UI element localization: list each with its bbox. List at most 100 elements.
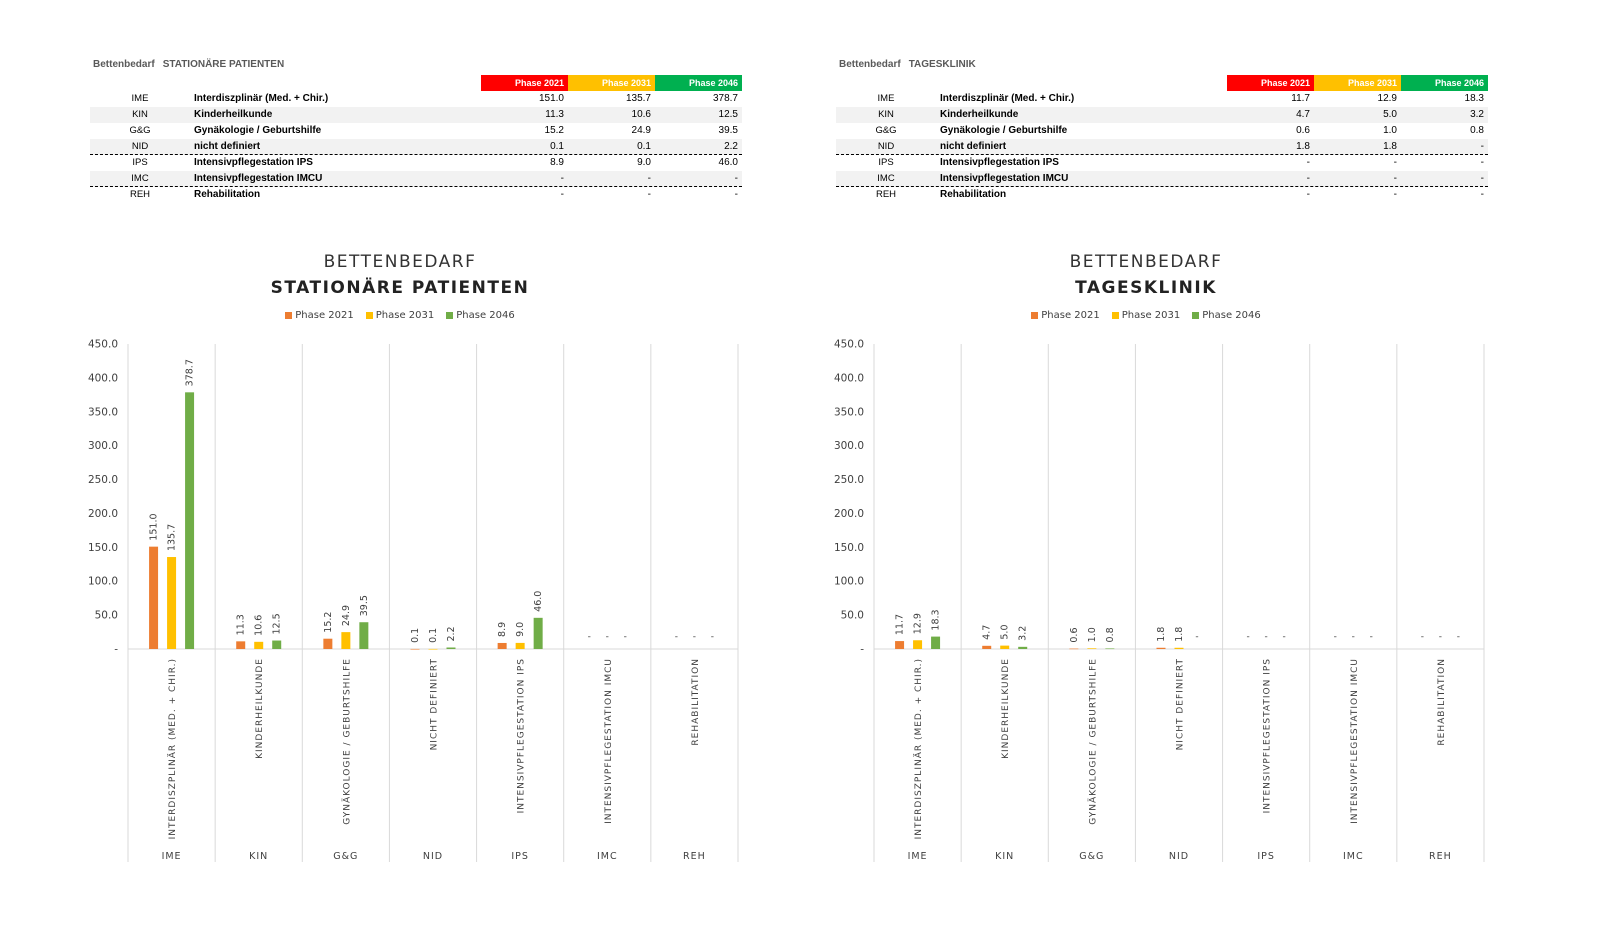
row-label: Interdiszplinär (Med. + Chir.) bbox=[194, 93, 329, 104]
value-phase-2031: - bbox=[1393, 157, 1397, 168]
legend-label: Phase 2046 bbox=[1202, 310, 1261, 321]
y-tick-label: 100.0 bbox=[88, 576, 118, 588]
bar-phase-2021-gg bbox=[1069, 648, 1079, 650]
data-label: 1.8 bbox=[1156, 627, 1167, 642]
data-label: 0.8 bbox=[1105, 627, 1116, 642]
data-label: 46.0 bbox=[533, 591, 544, 612]
y-tick-label: 400.0 bbox=[88, 372, 118, 384]
y-tick-label: 300.0 bbox=[88, 440, 118, 452]
chart-title-line2: TAGESKLINIK bbox=[1075, 278, 1217, 298]
table-row: KIN Kinderheilkunde 11.3 10.6 12.5 bbox=[90, 107, 742, 123]
data-label: 1.0 bbox=[1087, 627, 1098, 642]
value-phase-2046: 18.3 bbox=[1464, 93, 1484, 104]
value-phase-2021: 0.6 bbox=[1296, 125, 1310, 136]
y-tick-label: 300.0 bbox=[834, 440, 864, 452]
value-phase-2046: 3.2 bbox=[1470, 109, 1484, 120]
table-row: REH Rehabilitation - - - bbox=[90, 187, 742, 203]
row-label: Rehabilitation bbox=[940, 189, 1007, 200]
y-tick-label: 200.0 bbox=[88, 508, 118, 520]
category-label: REHABILITATION bbox=[1437, 658, 1447, 746]
group-label: IPS bbox=[511, 851, 529, 862]
row-code: IME bbox=[877, 93, 895, 104]
row-label: Kinderheilkunde bbox=[940, 109, 1019, 120]
data-label-empty: - bbox=[1421, 632, 1424, 642]
legend-swatch bbox=[446, 312, 454, 319]
table-row: IME Interdiszplinär (Med. + Chir.) 11.7 12.… bbox=[836, 91, 1488, 107]
y-tick-label: 350.0 bbox=[88, 406, 118, 418]
value-phase-2046: 2.2 bbox=[724, 141, 738, 152]
table-row: G&G Gynäkologie / Geburtshilfe 15.2 24.9 39.… bbox=[90, 123, 742, 139]
category-label: KINDERHEILKUNDE bbox=[255, 658, 265, 759]
row-code: REH bbox=[129, 189, 151, 200]
legend-item-phase-2031: Phase 2031 bbox=[365, 310, 434, 321]
row-code: IMC bbox=[877, 173, 895, 184]
chart-title-line1: BETTENBEDARF bbox=[1069, 252, 1223, 272]
table-row: IPS Intensivpflegestation IPS 8.9 9.0 46.0 bbox=[90, 155, 742, 171]
value-phase-2031: 24.9 bbox=[631, 125, 651, 136]
phase-2031-header: Phase 2031 bbox=[1314, 75, 1401, 91]
legend-label: Phase 2046 bbox=[456, 310, 515, 321]
table-row: IMC Intensivpflegestation IMCU - - - bbox=[836, 171, 1488, 187]
data-label-empty: - bbox=[624, 632, 627, 642]
bar-phase-2021-kin bbox=[982, 645, 992, 649]
legend-item-phase-2031: Phase 2031 bbox=[1111, 310, 1180, 321]
phase-2021-header: Phase 2021 bbox=[1227, 75, 1314, 91]
row-code: G&G bbox=[129, 125, 151, 136]
bar-phase-2046-nid bbox=[446, 647, 456, 649]
value-phase-2021: 11.7 bbox=[1291, 93, 1310, 104]
y-tick-label: 450.0 bbox=[834, 339, 864, 351]
table-row: IMC Intensivpflegestation IMCU - - - bbox=[90, 171, 742, 187]
table-row: IME Interdiszplinär (Med. + Chir.) 151.0 13… bbox=[90, 91, 742, 107]
value-phase-2046: 378.7 bbox=[712, 93, 738, 104]
bar-phase-2031-nid bbox=[1174, 647, 1184, 649]
category-label: NICHT DEFINIERT bbox=[430, 658, 440, 750]
bar-phase-2046-kin bbox=[272, 640, 282, 649]
row-label: Intensivpflegestation IPS bbox=[194, 157, 313, 168]
bar-phase-2021-ips bbox=[497, 642, 507, 649]
data-label: 11.3 bbox=[236, 614, 247, 635]
data-label-empty: - bbox=[1439, 632, 1442, 642]
bar-phase-2031-nid bbox=[428, 648, 438, 650]
data-label: 9.0 bbox=[515, 622, 526, 637]
chart-title-line1: BETTENBEDARF bbox=[323, 252, 477, 272]
table-title: Bettenbedarf STATIONÄRE PATIENTEN bbox=[93, 58, 742, 72]
group-label: IME bbox=[162, 851, 182, 862]
value-phase-2021: 8.9 bbox=[550, 157, 564, 168]
row-label: Intensivpflegestation IPS bbox=[940, 157, 1059, 168]
bar-phase-2021-nid bbox=[1156, 647, 1166, 649]
value-phase-2021: 1.8 bbox=[1296, 141, 1310, 152]
data-label-empty: - bbox=[1457, 632, 1460, 642]
y-tick-label: 100.0 bbox=[834, 576, 864, 588]
chart-title-line2: STATIONÄRE PATIENTEN bbox=[270, 278, 530, 298]
category-label: INTERDISZPLINÄR (MED. + CHIR.) bbox=[913, 658, 924, 839]
bar-phase-2031-ips bbox=[515, 642, 525, 649]
data-label: 11.7 bbox=[895, 614, 906, 635]
table-title-prefix: Bettenbedarf bbox=[839, 59, 901, 70]
row-code: IPS bbox=[878, 157, 894, 168]
value-phase-2021: - bbox=[1306, 189, 1310, 200]
data-label-empty: - bbox=[1334, 632, 1337, 642]
data-label: 0.6 bbox=[1069, 627, 1080, 642]
value-phase-2046: 0.8 bbox=[1470, 125, 1484, 136]
value-phase-2046: - bbox=[1480, 189, 1484, 200]
chart-plot-area: - 50.0 100.0 150.0 200.0 250.0 300.0 350.0 400.0… bbox=[834, 339, 1485, 862]
value-phase-2031: 135.7 bbox=[625, 93, 651, 104]
y-tick-label: 250.0 bbox=[88, 474, 118, 486]
table-row: IPS Intensivpflegestation IPS - - - bbox=[836, 155, 1488, 171]
table-title-main: TAGESKLINIK bbox=[908, 59, 976, 70]
table-stationaere-patienten: Bettenbedarf STATIONÄRE PATIENTEN Phase 2… bbox=[90, 58, 742, 203]
row-code: NID bbox=[131, 141, 149, 152]
category-label: REHABILITATION bbox=[691, 658, 701, 746]
data-label: 135.7 bbox=[167, 524, 178, 551]
data-label: 39.5 bbox=[359, 595, 370, 616]
phase-2046-header: Phase 2046 bbox=[1401, 75, 1488, 91]
bar-phase-2046-ime bbox=[931, 636, 941, 649]
category-label: INTENSIVPFLEGESTATION IMCU bbox=[604, 658, 614, 824]
group-label: REH bbox=[1429, 851, 1452, 862]
bar-phase-2021-gg bbox=[323, 638, 333, 649]
row-label: Rehabilitation bbox=[194, 189, 261, 200]
category-label: INTENSIVPFLEGESTATION IPS bbox=[517, 658, 527, 813]
bar-phase-2046-gg bbox=[1105, 648, 1115, 650]
chart-title: BETTENBEDARF TAGESKLINIK bbox=[786, 252, 1506, 298]
table-title-main: STATIONÄRE PATIENTEN bbox=[162, 59, 285, 70]
